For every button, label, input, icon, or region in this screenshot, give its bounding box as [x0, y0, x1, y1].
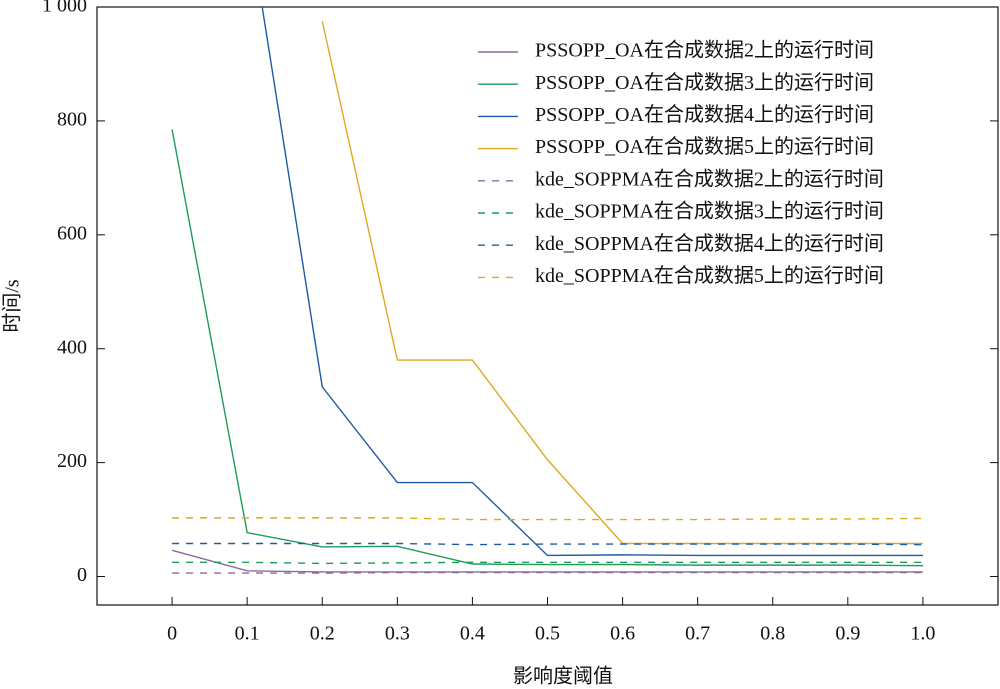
- series-line: [171, 129, 923, 567]
- series-line: [172, 517, 923, 521]
- y-tick-label: 800: [57, 108, 87, 130]
- x-axis-label: 影响度阈值: [513, 665, 613, 688]
- x-tick-label: 0.1: [235, 623, 260, 645]
- x-tick-label: 0.6: [610, 623, 635, 645]
- x-tick-label: 0.8: [760, 623, 785, 645]
- x-tick-label: 0.7: [685, 623, 710, 645]
- x-tick-label: 0.5: [535, 623, 560, 645]
- y-tick-label: 400: [57, 336, 87, 358]
- x-tick-label: 0.9: [835, 623, 860, 645]
- x-tick-label: 1.0: [910, 623, 935, 645]
- legend-label: PSSOPP_OA在合成数据4上的运行时间: [535, 103, 874, 126]
- legend-label: PSSOPP_OA在合成数据3上的运行时间: [535, 71, 874, 94]
- legend-label: kde_SOPPMA在合成数据5上的运行时间: [535, 264, 884, 287]
- y-tick-label: 200: [57, 450, 87, 472]
- x-tick-label: 0.3: [385, 623, 410, 645]
- lines: [171, 7, 923, 574]
- plot-frame: [96, 6, 999, 606]
- legend-label: kde_SOPPMA在合成数据2上的运行时间: [535, 167, 884, 190]
- y-tick-label: 0: [77, 564, 87, 586]
- series-line: [261, 7, 923, 557]
- legend-label: PSSOPP_OA在合成数据2上的运行时间: [535, 39, 874, 62]
- legend-label: kde_SOPPMA在合成数据4上的运行时间: [535, 232, 884, 255]
- legend-label: kde_SOPPMA在合成数据3上的运行时间: [535, 200, 884, 223]
- series-line: [171, 549, 923, 573]
- legend-label: PSSOPP_OA在合成数据5上的运行时间: [535, 135, 874, 158]
- y-tick-label: 600: [57, 222, 87, 244]
- x-tick-label: 0: [167, 623, 177, 645]
- x-tick-label: 0.4: [460, 623, 485, 645]
- y-axis-label: 时间/s: [1, 279, 24, 333]
- x-tick-label: 0.2: [310, 623, 335, 645]
- series-line: [172, 561, 923, 565]
- y-tick-label: 1 000: [42, 0, 87, 17]
